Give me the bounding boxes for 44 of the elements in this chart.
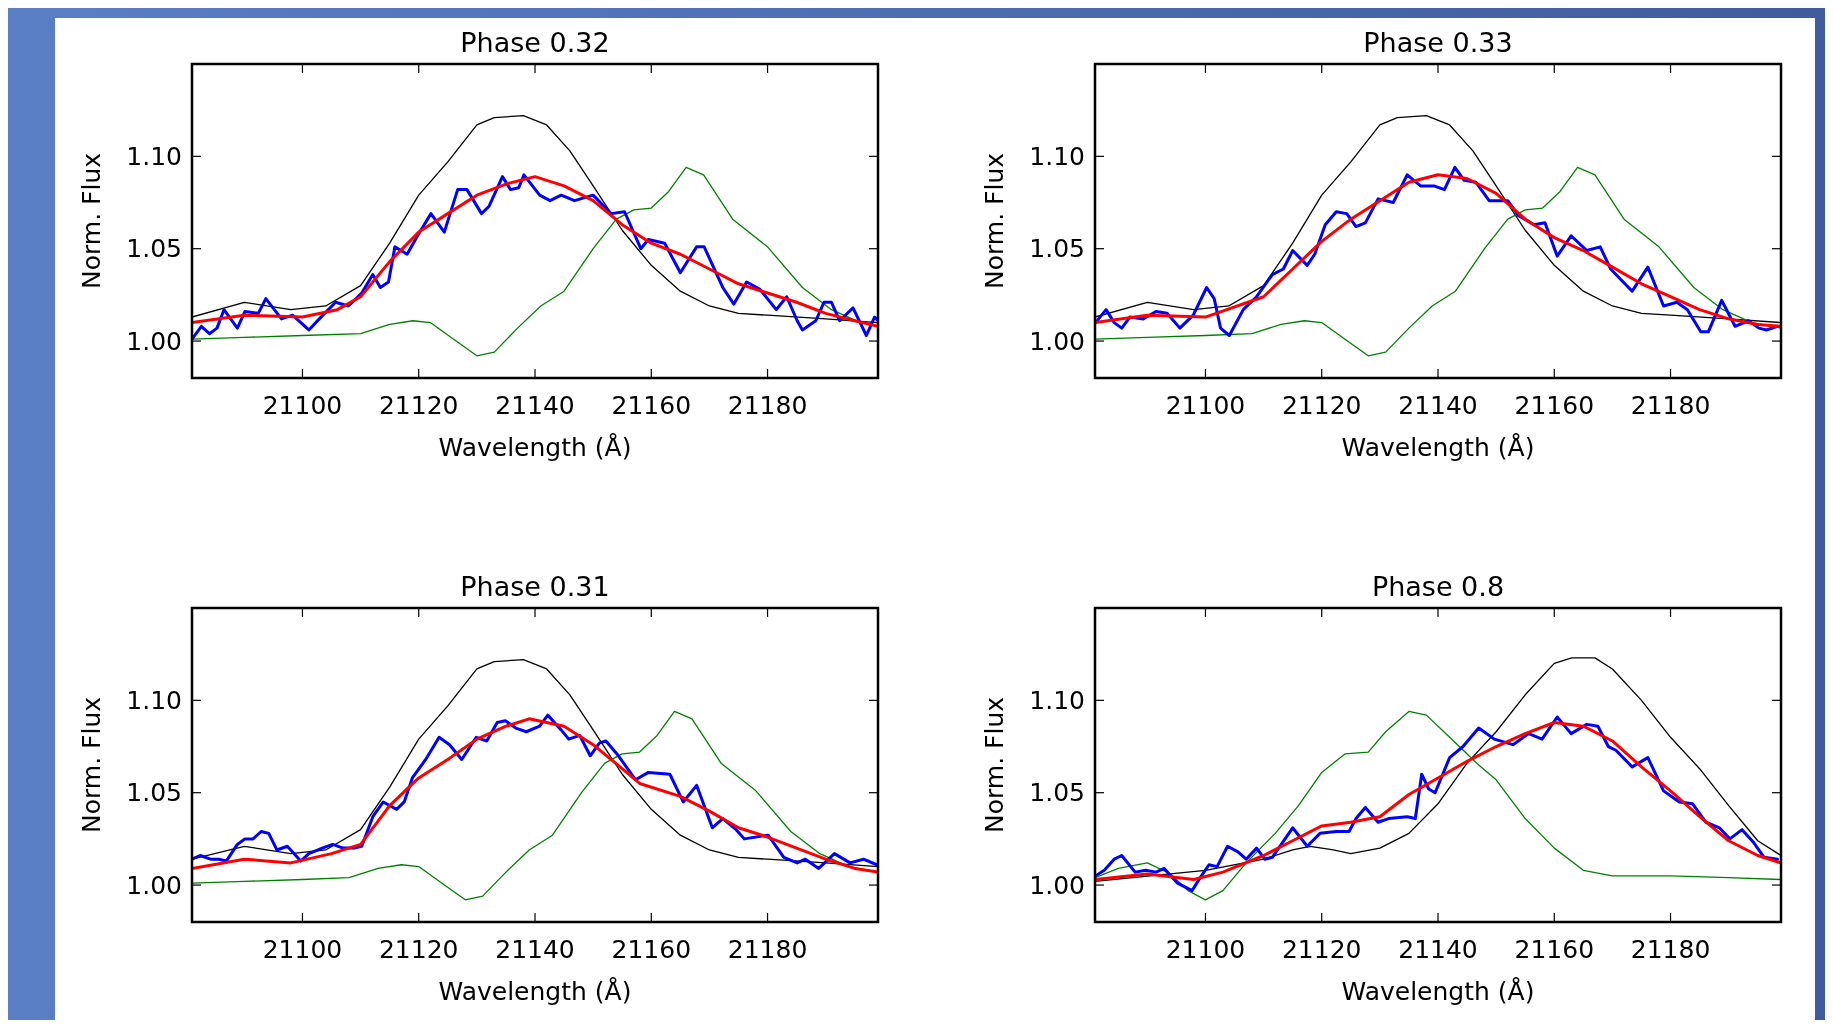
x-tick-label: 21120 [378,391,459,420]
x-tick-label: 21140 [495,935,575,964]
x-tick-label: 21160 [611,935,692,964]
y-tick-label: 1.10 [126,686,182,716]
y-axis-title: Norm. Flux [980,696,1009,834]
y-tick-label: 1.05 [1029,234,1085,264]
x-tick-label: 21180 [727,391,808,420]
x-tick-label: 21100 [1165,391,1246,420]
x-axis-title: Wavelength (Å) [438,977,632,1006]
chart-title: Phase 0.32 [460,27,610,58]
y-axis-title: Norm. Flux [77,152,106,290]
x-tick-label: 21160 [1514,391,1595,420]
x-tick-label: 21180 [1630,391,1711,420]
y-tick-label: 1.00 [1029,870,1085,900]
x-tick-label: 21160 [611,391,692,420]
x-axis-title: Wavelength (Å) [1341,977,1535,1006]
y-tick-label: 1.05 [126,778,182,808]
chart-title: Phase 0.31 [460,571,610,602]
x-axis-title: Wavelength (Å) [1341,433,1535,462]
y-tick-label: 1.00 [126,870,182,900]
y-tick-label: 1.00 [126,326,182,356]
x-tick-label: 21120 [1281,391,1362,420]
chart-title: Phase 0.8 [1371,571,1505,602]
x-tick-label: 21100 [262,391,343,420]
chart-title: Phase 0.33 [1363,27,1513,58]
x-tick-label: 21100 [1165,935,1246,964]
y-axis-title: Norm. Flux [980,152,1009,290]
y-tick-label: 1.10 [1029,686,1085,716]
y-tick-label: 1.00 [1029,326,1085,356]
x-tick-label: 21180 [1630,935,1711,964]
x-axis-title: Wavelength (Å) [438,433,632,462]
y-tick-label: 1.10 [126,142,182,172]
x-tick-label: 21140 [495,391,575,420]
x-tick-label: 21120 [1281,935,1362,964]
x-tick-label: 21100 [262,935,343,964]
y-tick-label: 1.05 [126,234,182,264]
x-tick-label: 21160 [1514,935,1595,964]
y-axis-title: Norm. Flux [77,696,106,834]
x-tick-label: 21180 [727,935,808,964]
x-tick-label: 21140 [1398,391,1478,420]
x-tick-label: 21120 [378,935,459,964]
x-tick-label: 21140 [1398,935,1478,964]
y-tick-label: 1.10 [1029,142,1085,172]
y-tick-label: 1.05 [1029,778,1085,808]
